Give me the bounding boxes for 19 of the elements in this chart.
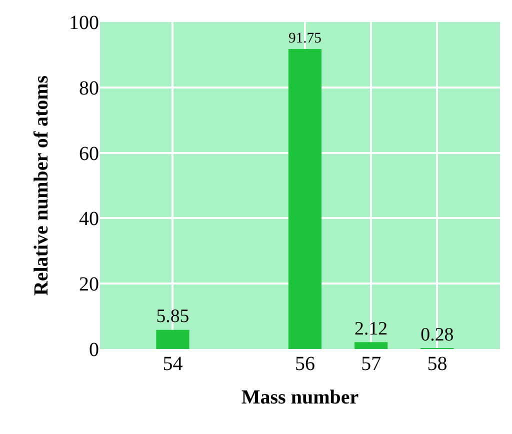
- data-label: 2.12: [354, 318, 388, 340]
- x-tick-label: 57: [361, 353, 382, 375]
- y-tick-label: 40: [79, 208, 99, 230]
- data-label: 5.85: [156, 306, 190, 328]
- x-tick-label: 54: [162, 353, 183, 375]
- y-tick-label: 20: [79, 274, 99, 296]
- data-label: 0.28: [420, 324, 454, 346]
- y-axis-title: Relative number of atoms: [30, 75, 52, 296]
- y-tick-label: 80: [79, 77, 99, 100]
- bar: [354, 342, 388, 349]
- x-tick-label: 56: [294, 353, 315, 375]
- data-label: 91.75: [288, 30, 322, 46]
- y-tick-label: 60: [79, 142, 99, 165]
- y-tick-label: 100: [69, 12, 99, 34]
- x-axis-title: Mass number: [241, 386, 359, 408]
- x-tick-label: 58: [427, 353, 448, 375]
- bar: [156, 330, 190, 349]
- bar: [288, 48, 322, 349]
- y-tick-label: 0: [89, 339, 99, 361]
